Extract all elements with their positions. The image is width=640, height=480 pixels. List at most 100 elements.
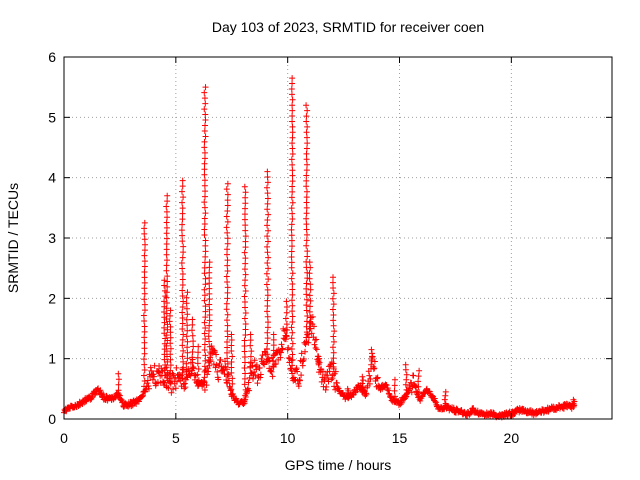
data-point: [241, 282, 248, 289]
data-point: [180, 364, 187, 371]
data-point: [141, 258, 148, 265]
data-point: [115, 392, 122, 399]
data-point: [289, 145, 296, 152]
data-point: [264, 195, 271, 202]
data-point: [201, 127, 208, 134]
data-point: [163, 219, 170, 226]
data-point: [189, 365, 196, 372]
data-point: [183, 300, 190, 307]
y-tick-label: 0: [48, 411, 56, 427]
data-point: [329, 279, 336, 286]
data-point: [289, 183, 296, 190]
data-point: [163, 251, 170, 258]
y-tick-label: 4: [48, 170, 56, 186]
data-point: [202, 308, 209, 315]
data-point: [163, 235, 170, 242]
data-point: [289, 129, 296, 136]
data-point: [303, 307, 310, 314]
data-point: [201, 144, 208, 151]
data-point: [242, 205, 249, 212]
data-point: [148, 367, 155, 374]
data-point: [303, 334, 310, 341]
data-point: [140, 372, 147, 379]
data-point: [206, 317, 213, 324]
data-point: [179, 320, 186, 327]
data-point: [323, 383, 330, 390]
data-point: [141, 350, 148, 357]
data-point: [254, 380, 261, 387]
data-point: [161, 367, 168, 374]
data-point: [282, 315, 289, 322]
data-point: [189, 321, 196, 328]
data-points: [61, 75, 578, 421]
data-point: [289, 96, 296, 103]
data-point: [206, 269, 213, 276]
data-point: [224, 262, 231, 269]
data-point: [263, 281, 270, 288]
data-point: [167, 373, 174, 380]
data-point: [289, 172, 296, 179]
data-point: [289, 313, 296, 320]
data-point: [206, 296, 213, 303]
data-point: [201, 292, 208, 299]
data-point: [224, 191, 231, 198]
data-point: [289, 210, 296, 217]
data-point: [241, 266, 248, 273]
data-point: [189, 316, 196, 323]
data-point: [141, 361, 148, 368]
data-point: [179, 325, 186, 332]
data-point: [202, 84, 209, 91]
data-point: [202, 111, 209, 118]
data-point: [288, 346, 295, 353]
data-point: [416, 367, 423, 374]
data-point: [202, 336, 209, 343]
data-point: [303, 302, 310, 309]
data-point: [306, 270, 313, 277]
data-point: [178, 227, 185, 234]
data-point: [293, 365, 300, 372]
data-point: [140, 356, 147, 363]
data-point: [206, 306, 213, 313]
data-point: [329, 344, 336, 351]
data-point: [141, 290, 148, 297]
data-point: [194, 354, 201, 361]
data-point: [161, 282, 168, 289]
data-point: [303, 113, 310, 120]
data-point: [289, 286, 296, 293]
data-point: [242, 255, 249, 262]
data-point: [141, 285, 148, 292]
data-point: [288, 264, 295, 271]
data-point: [288, 194, 295, 201]
data-point: [385, 387, 392, 394]
data-point: [289, 351, 296, 358]
data-point: [202, 253, 209, 260]
data-point: [570, 396, 577, 403]
data-point: [151, 373, 158, 380]
data-point: [201, 166, 208, 173]
data-point: [163, 305, 170, 312]
data-point: [223, 224, 230, 231]
data-point: [289, 291, 296, 298]
data-point: [212, 364, 219, 371]
data-point: [205, 359, 212, 366]
data-point: [303, 167, 310, 174]
data-point: [412, 383, 419, 390]
data-point: [224, 246, 231, 253]
data-point: [228, 386, 235, 393]
data-point: [359, 383, 366, 390]
chart-title: Day 103 of 2023, SRMTID for receiver coe…: [212, 19, 484, 35]
data-point: [202, 117, 209, 124]
data-point: [251, 357, 258, 364]
data-point: [142, 388, 149, 395]
data-point: [242, 227, 249, 234]
data-point: [306, 319, 313, 326]
data-point: [300, 355, 307, 362]
data-point: [242, 386, 249, 393]
data-point: [242, 194, 249, 201]
x-tick-label: 15: [392, 430, 408, 446]
data-point: [295, 383, 302, 390]
data-point: [224, 344, 231, 351]
data-point: [264, 174, 271, 181]
data-point: [183, 371, 190, 378]
data-point: [201, 368, 208, 375]
